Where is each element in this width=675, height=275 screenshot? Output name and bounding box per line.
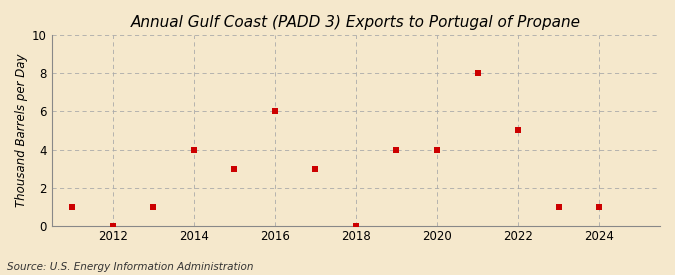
Point bbox=[188, 147, 199, 152]
Point bbox=[513, 128, 524, 133]
Point bbox=[229, 166, 240, 171]
Point bbox=[391, 147, 402, 152]
Point bbox=[107, 224, 118, 228]
Point bbox=[554, 204, 564, 209]
Text: Source: U.S. Energy Information Administration: Source: U.S. Energy Information Administ… bbox=[7, 262, 253, 272]
Point bbox=[350, 224, 361, 228]
Point bbox=[594, 204, 605, 209]
Y-axis label: Thousand Barrels per Day: Thousand Barrels per Day bbox=[15, 54, 28, 207]
Point bbox=[431, 147, 442, 152]
Point bbox=[269, 109, 280, 114]
Point bbox=[67, 204, 78, 209]
Point bbox=[310, 166, 321, 171]
Point bbox=[472, 71, 483, 76]
Title: Annual Gulf Coast (PADD 3) Exports to Portugal of Propane: Annual Gulf Coast (PADD 3) Exports to Po… bbox=[131, 15, 581, 30]
Point bbox=[148, 204, 159, 209]
